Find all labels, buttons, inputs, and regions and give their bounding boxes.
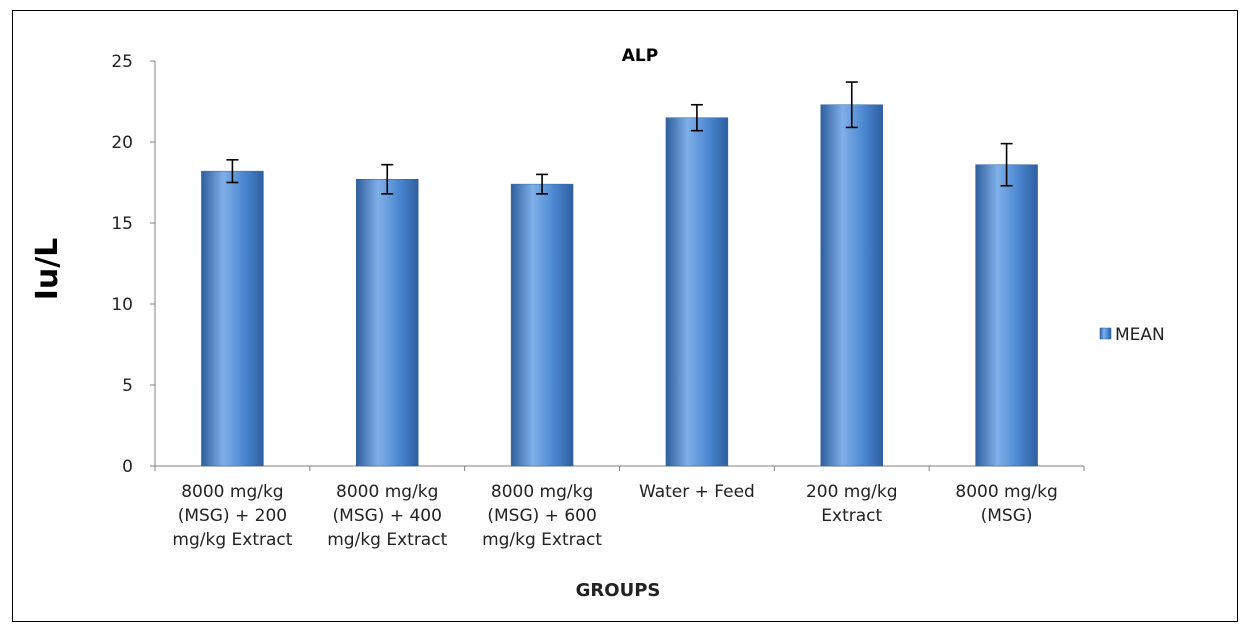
y-axis-label: Iu/L [30, 238, 65, 301]
x-tick-label: Water + Feed [639, 482, 755, 502]
chart-axes: 0 5 10 15 20 25 [111, 52, 1085, 477]
x-tick-label: 200 mg/kg [806, 482, 898, 502]
x-tick-label: (MSG) + 600 [487, 506, 596, 526]
x-tick-label: 8000 mg/kg [181, 482, 283, 502]
y-tick-label: 10 [111, 295, 133, 315]
bar [356, 179, 419, 467]
y-tick-label: 5 [122, 376, 133, 396]
x-tick-label: 8000 mg/kg [336, 482, 438, 502]
y-tick-label: 25 [111, 52, 133, 72]
bar [975, 164, 1038, 467]
y-tick-label: 15 [111, 214, 133, 234]
x-tick-label: (MSG) [981, 506, 1033, 526]
chart-title: ALP [622, 46, 658, 66]
x-tick-label: (MSG) + 200 [178, 506, 287, 526]
bar [820, 104, 883, 467]
x-tick-label: 8000 mg/kg [955, 482, 1057, 502]
legend-swatch [1099, 327, 1112, 340]
x-tick-label: mg/kg Extract [482, 530, 602, 550]
x-tick-label: mg/kg Extract [172, 530, 292, 550]
x-tick-label: (MSG) + 400 [333, 506, 442, 526]
bar [665, 117, 729, 467]
x-axis-label: GROUPS [576, 580, 661, 601]
chart-bars [201, 81, 1038, 467]
y-tick-label: 0 [122, 457, 133, 477]
chart-frame: 0 5 10 15 20 25 8000 mg/kg (MSG) + 200 mg/kg Ex… [12, 10, 1238, 622]
bar [510, 183, 574, 467]
alp-bar-chart: 0 5 10 15 20 25 8000 mg/kg (MSG) + 200 mg/kg Ex… [30, 46, 1165, 601]
x-tick-label: mg/kg Extract [327, 530, 447, 550]
legend-label: MEAN [1115, 325, 1165, 345]
bar [201, 170, 264, 467]
x-tick-label: 8000 mg/kg [491, 482, 593, 502]
y-tick-label: 20 [111, 133, 133, 153]
legend: MEAN [1099, 325, 1165, 345]
chart-labels: 8000 mg/kg (MSG) + 200 mg/kg Extract 8000 m… [172, 482, 1057, 550]
x-tick-label: Extract [821, 506, 882, 526]
